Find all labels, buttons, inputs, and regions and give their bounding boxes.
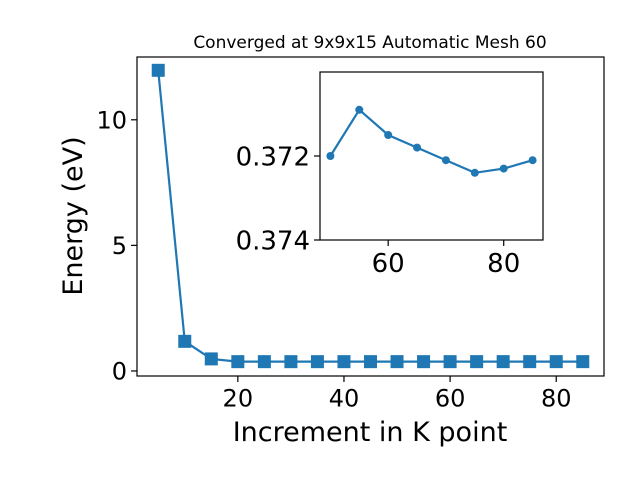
main-data-point bbox=[364, 355, 377, 369]
inset-chart: 0.372 0.374 60 80 bbox=[236, 71, 544, 279]
inset-series-markers bbox=[326, 105, 537, 177]
main-y-ticks: 0 5 10 bbox=[96, 106, 137, 386]
y-axis-label: Energy (eV) bbox=[58, 136, 89, 295]
inset-plot-frame bbox=[319, 71, 544, 241]
inset-y-tick-label: 0.372 bbox=[236, 142, 310, 172]
main-data-point bbox=[417, 355, 431, 369]
main-data-point bbox=[151, 63, 165, 77]
inset-x-tick-label: 60 bbox=[372, 249, 405, 279]
main-data-point bbox=[310, 355, 324, 369]
chart-title: Converged at 9x9x15 Automatic Mesh 60 bbox=[193, 33, 546, 53]
inset-data-point bbox=[384, 131, 393, 139]
inset-data-point bbox=[470, 168, 479, 177]
main-y-tick-label: 10 bbox=[96, 106, 127, 134]
main-data-point bbox=[470, 355, 484, 369]
main-x-tick-label: 40 bbox=[329, 384, 360, 412]
inset-data-point bbox=[326, 152, 335, 160]
inset-series-line bbox=[329, 108, 533, 174]
inset-y-ticks: 0.372 0.374 bbox=[236, 142, 320, 256]
main-y-tick-label: 5 bbox=[112, 232, 127, 260]
main-data-point bbox=[337, 355, 351, 369]
main-plot-frame bbox=[136, 56, 605, 377]
main-data-point bbox=[549, 355, 563, 369]
main-data-point bbox=[523, 355, 537, 369]
inset-data-point bbox=[355, 105, 364, 114]
main-data-point bbox=[204, 352, 218, 366]
main-data-point bbox=[496, 355, 510, 369]
inset-x-tick-label: 80 bbox=[487, 249, 520, 279]
main-data-point bbox=[443, 355, 457, 369]
inset-data-point bbox=[499, 164, 508, 173]
main-x-tick-label: 20 bbox=[223, 384, 254, 412]
inset-data-point bbox=[413, 143, 422, 152]
main-data-point bbox=[284, 355, 298, 369]
main-x-tick-label: 60 bbox=[435, 384, 466, 412]
main-x-tick-label: 80 bbox=[541, 384, 572, 412]
inset-y-tick-label: 0.374 bbox=[236, 226, 310, 256]
inset-x-ticks: 60 80 bbox=[372, 240, 520, 279]
main-data-point bbox=[576, 355, 590, 369]
main-series-markers bbox=[151, 63, 590, 369]
main-y-tick-label: 0 bbox=[112, 358, 127, 386]
main-data-point bbox=[178, 334, 192, 348]
x-axis-label: Increment in K point bbox=[233, 417, 508, 448]
inset-data-point bbox=[441, 156, 450, 165]
inset-data-point bbox=[528, 156, 537, 165]
main-data-point bbox=[257, 355, 271, 369]
main-x-ticks: 20 40 60 80 bbox=[223, 376, 572, 412]
main-data-point bbox=[390, 355, 404, 369]
main-chart: Converged at 9x9x15 Automatic Mesh 60 0 5… bbox=[58, 33, 605, 448]
main-data-point bbox=[231, 355, 245, 369]
